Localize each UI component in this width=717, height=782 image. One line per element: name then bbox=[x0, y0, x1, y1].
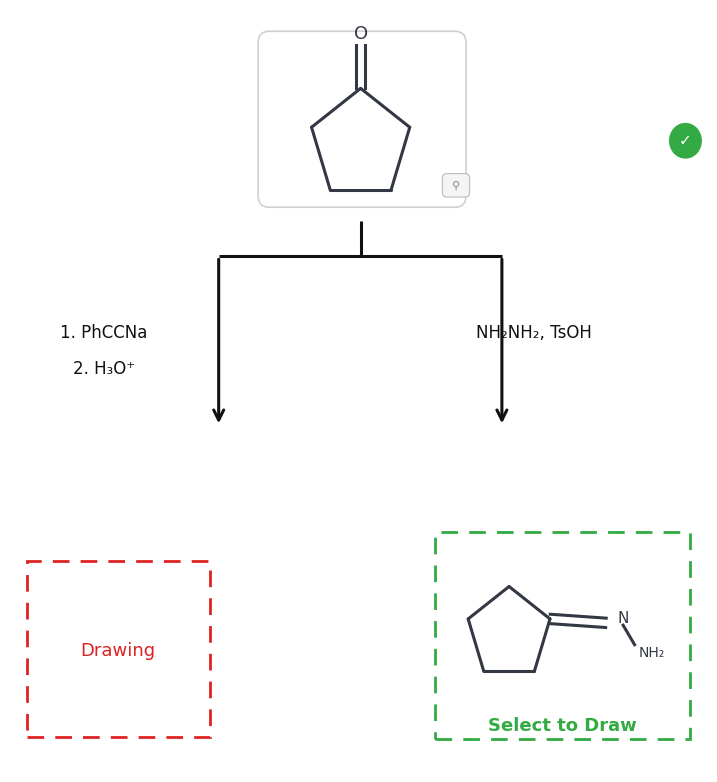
FancyBboxPatch shape bbox=[442, 174, 470, 197]
Bar bbox=[435, 532, 690, 739]
Text: O: O bbox=[353, 25, 368, 43]
Text: N: N bbox=[617, 612, 629, 626]
Bar bbox=[27, 561, 210, 737]
Text: ⚲: ⚲ bbox=[452, 181, 460, 190]
Text: NH₂: NH₂ bbox=[638, 646, 665, 659]
Text: 1. PhCCNa: 1. PhCCNa bbox=[60, 324, 148, 343]
Text: Select to Draw: Select to Draw bbox=[488, 716, 637, 735]
Circle shape bbox=[670, 124, 701, 158]
Text: 2. H₃O⁺: 2. H₃O⁺ bbox=[73, 360, 135, 378]
FancyBboxPatch shape bbox=[258, 31, 466, 207]
Text: NH₂NH₂, TsOH: NH₂NH₂, TsOH bbox=[476, 324, 592, 343]
Text: ✓: ✓ bbox=[679, 133, 692, 149]
Text: Drawing: Drawing bbox=[81, 641, 156, 660]
